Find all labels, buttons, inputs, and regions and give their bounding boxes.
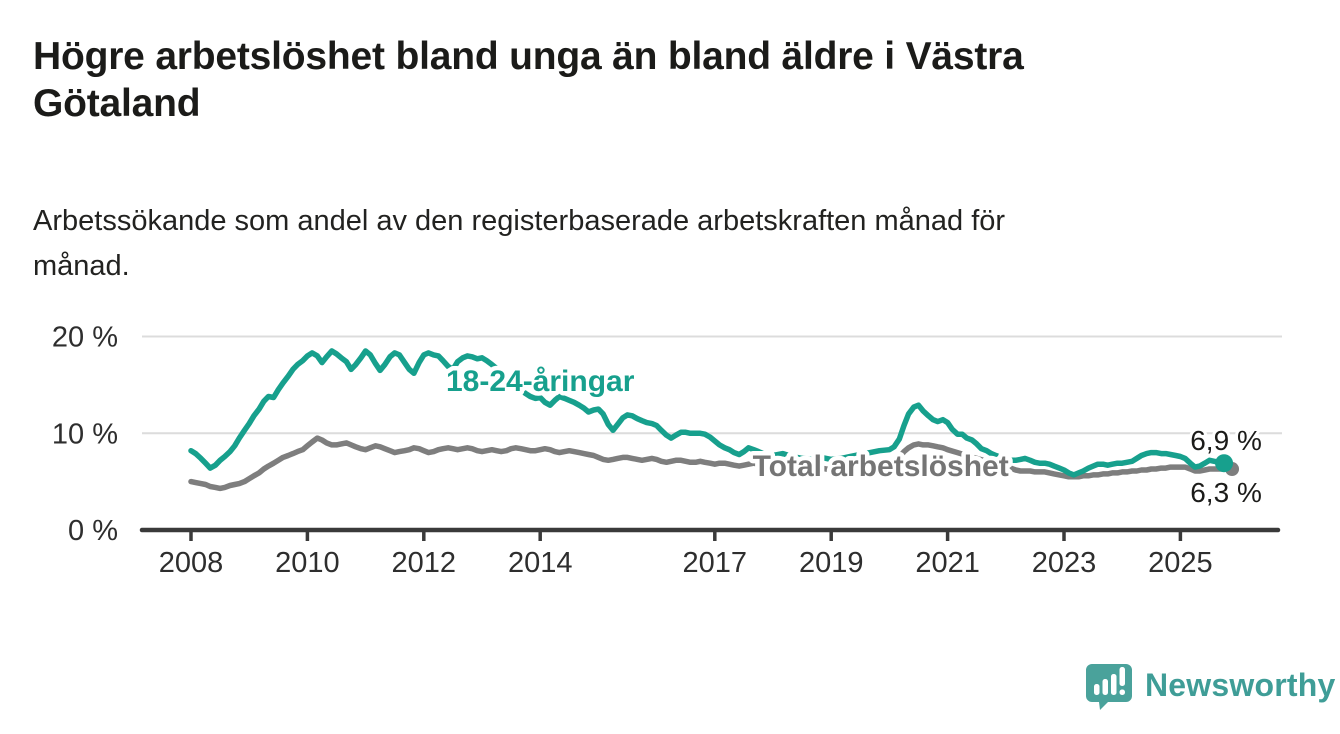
end-value-label-total: 6,3 % (1190, 477, 1262, 508)
x-tick-label: 2021 (915, 547, 980, 579)
newsworthy-logo[interactable]: Newsworthy (1084, 660, 1335, 710)
y-tick-label: 10 % (52, 418, 118, 450)
x-tick-label: 2008 (159, 547, 224, 579)
chart-title-line-1: Högre arbetslöshet bland unga än bland ä… (33, 35, 1024, 78)
x-tick-label: 2023 (1032, 547, 1097, 579)
x-tick-label: 2012 (392, 547, 457, 579)
logo-bar-2 (1102, 679, 1108, 695)
y-tick-label: 20 % (52, 322, 118, 354)
x-tick-label: 2025 (1148, 547, 1213, 579)
x-tick-label: 2014 (508, 547, 573, 579)
y-tick-label: 0 % (68, 515, 118, 547)
series-line-youth (188, 348, 1227, 478)
logo-bar-3 (1111, 674, 1117, 695)
logo-exclamation-dot (1119, 689, 1125, 695)
chart-subtitle: Arbetssökande som andel av den registerb… (33, 199, 1233, 289)
logo-bar-1 (1094, 684, 1100, 695)
series-line-total (188, 435, 1227, 492)
end-value-label-youth: 6,9 % (1190, 425, 1262, 456)
series-label-youth: 18-24-åringar (446, 365, 635, 398)
chart-title: Högre arbetslöshet bland unga än bland ä… (33, 33, 1283, 127)
chart-subtitle-line-2: månad. (33, 250, 130, 282)
x-tick-label: 2017 (683, 547, 748, 579)
chart-subtitle-line-1: Arbetssökande som andel av den registerb… (33, 205, 1006, 237)
logo-exclamation-bar (1119, 667, 1125, 686)
bar-chart-speech-bubble-icon (1086, 664, 1132, 710)
series-label-total: Total arbetslöshet (753, 450, 1009, 483)
x-tick-label: 2019 (799, 547, 864, 579)
chart-title-line-2: Götaland (33, 82, 201, 125)
speech-bubble-shape (1086, 664, 1132, 710)
x-tick-label: 2010 (275, 547, 340, 579)
newsworthy-logo-text: Newsworthy (1145, 666, 1336, 703)
end-dot-youth (1215, 454, 1234, 473)
